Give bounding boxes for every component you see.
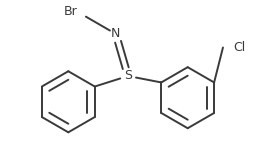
Text: Cl: Cl [233,41,246,54]
Text: N: N [111,28,121,40]
Text: Br: Br [63,5,77,18]
Text: S: S [124,69,132,83]
